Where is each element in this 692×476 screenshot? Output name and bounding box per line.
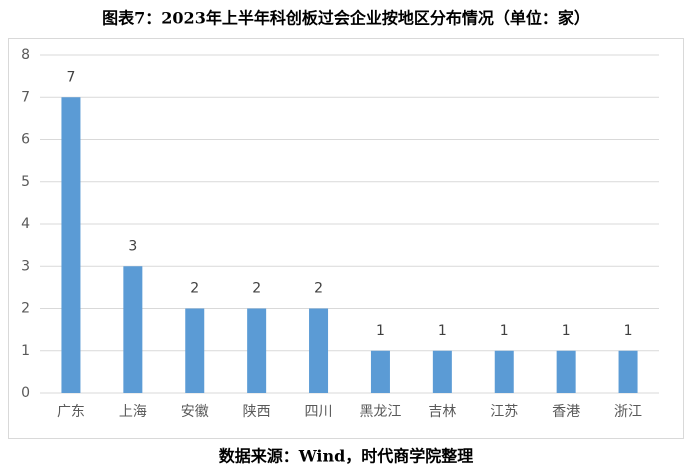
y-tick-label: 0 <box>21 385 30 401</box>
x-tick-label: 广东 <box>57 404 85 420</box>
bar <box>556 350 576 393</box>
y-tick-label: 4 <box>21 216 30 232</box>
x-tick-label: 浙江 <box>614 404 642 420</box>
bar <box>61 97 81 393</box>
bar <box>370 350 390 393</box>
chart-title: 图表7：2023年上半年科创板过会企业按地区分布情况（单位：家） <box>102 9 590 28</box>
y-tick-label: 6 <box>21 132 30 148</box>
y-tick-label: 3 <box>21 258 30 274</box>
x-tick-label: 陕西 <box>243 404 271 420</box>
bar <box>123 266 143 393</box>
data-label: 1 <box>500 323 509 339</box>
data-label: 1 <box>562 323 571 339</box>
x-tick-label: 香港 <box>552 404 580 420</box>
y-tick-label: 7 <box>21 89 30 105</box>
x-tick-label: 上海 <box>119 404 147 420</box>
x-tick-label: 江苏 <box>490 404 518 420</box>
y-tick-label: 8 <box>21 47 30 63</box>
x-tick-label: 安徽 <box>181 404 209 420</box>
source-note: 数据来源：Wind，时代商学院整理 <box>219 447 474 466</box>
x-tick-label: 四川 <box>305 404 333 420</box>
bar <box>494 350 514 393</box>
y-tick-label: 5 <box>21 174 30 190</box>
data-label: 1 <box>438 323 447 339</box>
data-label: 7 <box>66 69 75 85</box>
x-tick-label: 黑龙江 <box>359 404 401 420</box>
data-label: 2 <box>190 281 199 297</box>
bar <box>309 308 329 393</box>
data-label: 1 <box>376 323 385 339</box>
data-label: 3 <box>128 238 137 254</box>
data-label: 1 <box>624 323 633 339</box>
chart-border <box>8 38 684 439</box>
y-tick-label: 2 <box>21 301 30 317</box>
bar <box>185 308 205 393</box>
data-label: 2 <box>252 281 261 297</box>
bar <box>247 308 267 393</box>
bar <box>432 350 452 393</box>
bar <box>618 350 638 393</box>
y-tick-label: 1 <box>21 343 30 359</box>
x-tick-label: 吉林 <box>428 404 456 420</box>
data-label: 2 <box>314 281 323 297</box>
